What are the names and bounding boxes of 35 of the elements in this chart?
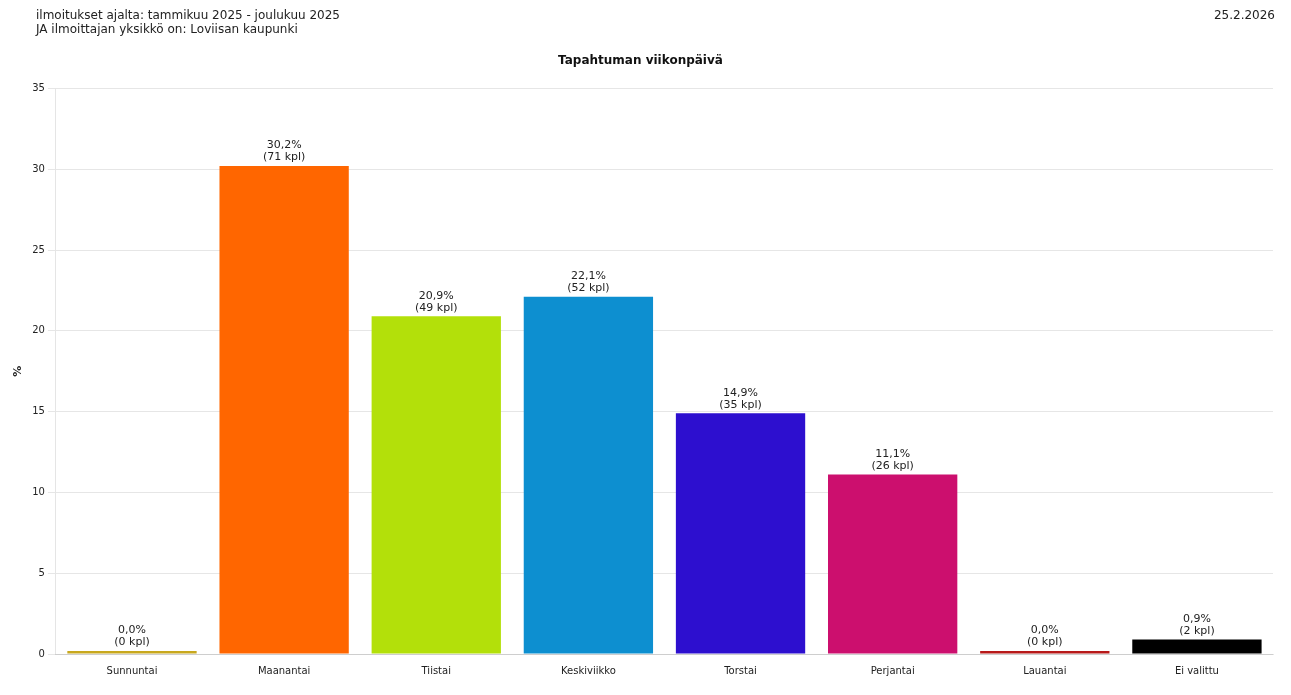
data-label: 11,1% (26 kpl) [871,446,914,472]
bar [828,474,958,654]
x-tick-label: Tiistai [420,664,451,676]
y-tick-label: 15 [32,405,45,417]
data-label: 0,9% (2 kpl) [1179,611,1215,637]
text: ilmoitukset ajalta: tammikuu 2025 - joulukuu 2025 [36,8,340,22]
data-label: 20,9% (49 kpl) [415,288,458,314]
x-tick-label: Ei valittu [1174,664,1219,676]
x-tick-label: Sunnuntai [106,664,158,676]
x-tick-label: Maanantai [257,664,311,676]
bar [675,413,806,654]
bar [219,165,349,654]
data-label: 0,0% (0 kpl) [114,623,150,649]
bar [1132,639,1262,654]
y-tick-label: 10 [32,485,45,497]
y-tick-label: 5 [38,566,45,578]
y-tick-label: 30 [32,162,45,174]
x-tick-label: Torstai [723,664,757,676]
data-label: 14,9% (35 kpl) [719,385,762,411]
text: JA ilmoittajan yksikkö on: Loviisan kaupunki [36,22,299,36]
data-label: 0,0% (0 kpl) [1027,623,1063,649]
text: 25.2.2026 [1213,8,1276,24]
data-label: 22,1% (52 kpl) [567,269,610,295]
x-tick-label: Lauantai [1023,664,1067,676]
y-tick-label: 0 [38,647,45,659]
x-tick-label: Keskiviikko [560,664,616,676]
bar [371,316,501,654]
chart-title: Tapahtuman viikonpäivä [558,53,723,68]
y-axis-title: % [11,365,25,377]
y-tick-label: 35 [32,81,45,93]
y-tick-label: 25 [32,243,45,255]
data-label: 30,2% (71 kpl) [262,138,306,164]
y-tick-label: 20 [32,324,45,336]
x-tick-label: Perjantai [870,664,915,676]
bar [523,296,654,654]
